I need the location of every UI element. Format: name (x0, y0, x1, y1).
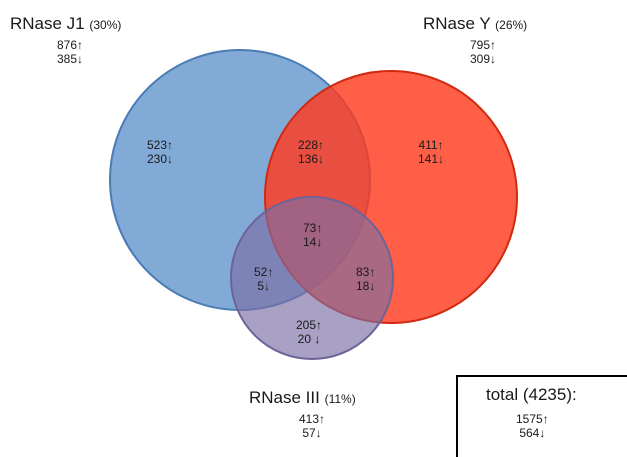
region-y-only-down: 141↓ (418, 152, 445, 166)
rnase-y-up: 795↑ (470, 38, 497, 52)
rnase-y-down: 309↓ (470, 52, 497, 66)
region-j1-y-down: 136↓ (298, 152, 325, 166)
region-j1-only: 523↑ 230↓ (147, 138, 173, 166)
rnase-j1-down: 385↓ (57, 52, 84, 66)
region-j1-iii-down: 5↓ (257, 279, 271, 293)
rnase-j1-up: 876↑ (57, 38, 84, 52)
region-y-iii-up: 83↑ (356, 265, 376, 279)
rnase-iii-total-counts: 413↑ 57↓ (299, 412, 325, 440)
region-j1-y: 228↑ 136↓ (298, 138, 324, 166)
rnase-y-name: RNase Y (423, 14, 491, 33)
rnase-y-title: RNase Y (26%) (423, 14, 527, 34)
total-up: 1575↑ (516, 412, 549, 426)
region-iii-only: 205↑ 20 ↓ (296, 318, 322, 346)
region-iii-only-down: 20 ↓ (297, 332, 321, 346)
total-label: total (4235): (486, 385, 577, 404)
region-y-only: 411↑ 141↓ (418, 138, 444, 166)
rnase-j1-name: RNase J1 (10, 14, 85, 33)
rnase-iii-down: 57↓ (302, 426, 322, 440)
region-y-only-up: 411↑ (418, 138, 444, 152)
rnase-iii-circle (230, 196, 394, 360)
region-all-three-up: 73↑ (303, 221, 323, 235)
region-all-three: 73↑ 14↓ (303, 221, 322, 249)
total-down: 564↓ (519, 426, 546, 440)
total-counts: 1575↑ 564↓ (516, 412, 549, 440)
rnase-y-pct: (26%) (495, 18, 528, 32)
rnase-iii-title: RNase III (11%) (249, 388, 356, 408)
rnase-iii-up: 413↑ (299, 412, 326, 426)
region-y-iii: 83↑ 18↓ (356, 265, 375, 293)
total-box: total (4235): 1575↑ 564↓ (456, 375, 627, 457)
region-j1-only-up: 523↑ (147, 138, 174, 152)
rnase-j1-total-counts: 876↑ 385↓ (57, 38, 83, 66)
region-j1-iii-up: 52↑ (254, 265, 274, 279)
region-iii-only-up: 205↑ (296, 318, 323, 332)
region-y-iii-down: 18↓ (356, 279, 376, 293)
rnase-j1-pct: (30%) (89, 18, 122, 32)
rnase-j1-title: RNase J1 (30%) (10, 14, 121, 34)
region-j1-y-up: 228↑ (298, 138, 325, 152)
region-j1-only-down: 230↓ (147, 152, 174, 166)
rnase-y-total-counts: 795↑ 309↓ (470, 38, 496, 66)
rnase-iii-name: RNase III (249, 388, 320, 407)
region-all-three-down: 14↓ (303, 235, 323, 249)
rnase-iii-pct: (11%) (324, 392, 356, 406)
region-j1-iii: 52↑ 5↓ (254, 265, 273, 293)
